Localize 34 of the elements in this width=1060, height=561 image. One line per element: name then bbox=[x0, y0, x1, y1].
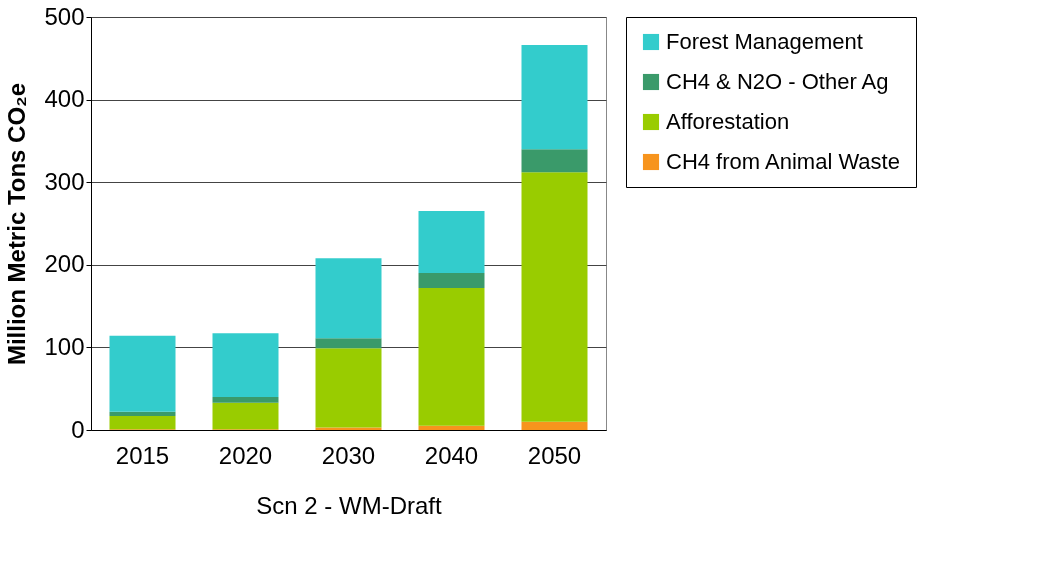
bar bbox=[109, 411, 176, 416]
legend-label: CH4 & N2O - Other Ag bbox=[666, 69, 889, 94]
legend-label: CH4 from Animal Waste bbox=[666, 149, 900, 174]
bar bbox=[315, 348, 382, 428]
x-axis-title: Scn 2 - WM-Draft bbox=[256, 491, 442, 519]
y-tick-label: 300 bbox=[44, 167, 85, 195]
y-tick-label: 0 bbox=[71, 415, 85, 443]
x-tick-label: 2020 bbox=[218, 441, 273, 469]
bar bbox=[521, 172, 588, 422]
bar bbox=[418, 211, 485, 274]
bar bbox=[212, 396, 279, 403]
legend-label: Forest Management bbox=[666, 29, 863, 54]
y-tick-label: 500 bbox=[44, 2, 85, 30]
bar bbox=[418, 287, 485, 426]
y-tick-label: 200 bbox=[44, 250, 85, 278]
x-tick-label: 2015 bbox=[115, 441, 170, 469]
y-tick-label: 400 bbox=[44, 85, 85, 113]
bar bbox=[521, 45, 588, 150]
x-tick-label: 2040 bbox=[424, 441, 479, 469]
bar bbox=[418, 425, 485, 430]
x-tick-label: 2030 bbox=[321, 441, 376, 469]
bar bbox=[315, 258, 382, 339]
legend-label: Afforestation bbox=[666, 109, 790, 134]
y-tick-label: 100 bbox=[44, 332, 85, 360]
bar bbox=[315, 338, 382, 349]
bar bbox=[212, 333, 279, 397]
bar bbox=[521, 421, 588, 430]
bar bbox=[109, 415, 176, 430]
bar bbox=[212, 402, 279, 430]
x-tick-label: 2050 bbox=[527, 441, 582, 469]
bar bbox=[521, 149, 588, 173]
bar bbox=[418, 273, 485, 288]
y-axis-title: Million Metric Tons CO₂e bbox=[3, 82, 31, 366]
bar bbox=[109, 335, 176, 412]
